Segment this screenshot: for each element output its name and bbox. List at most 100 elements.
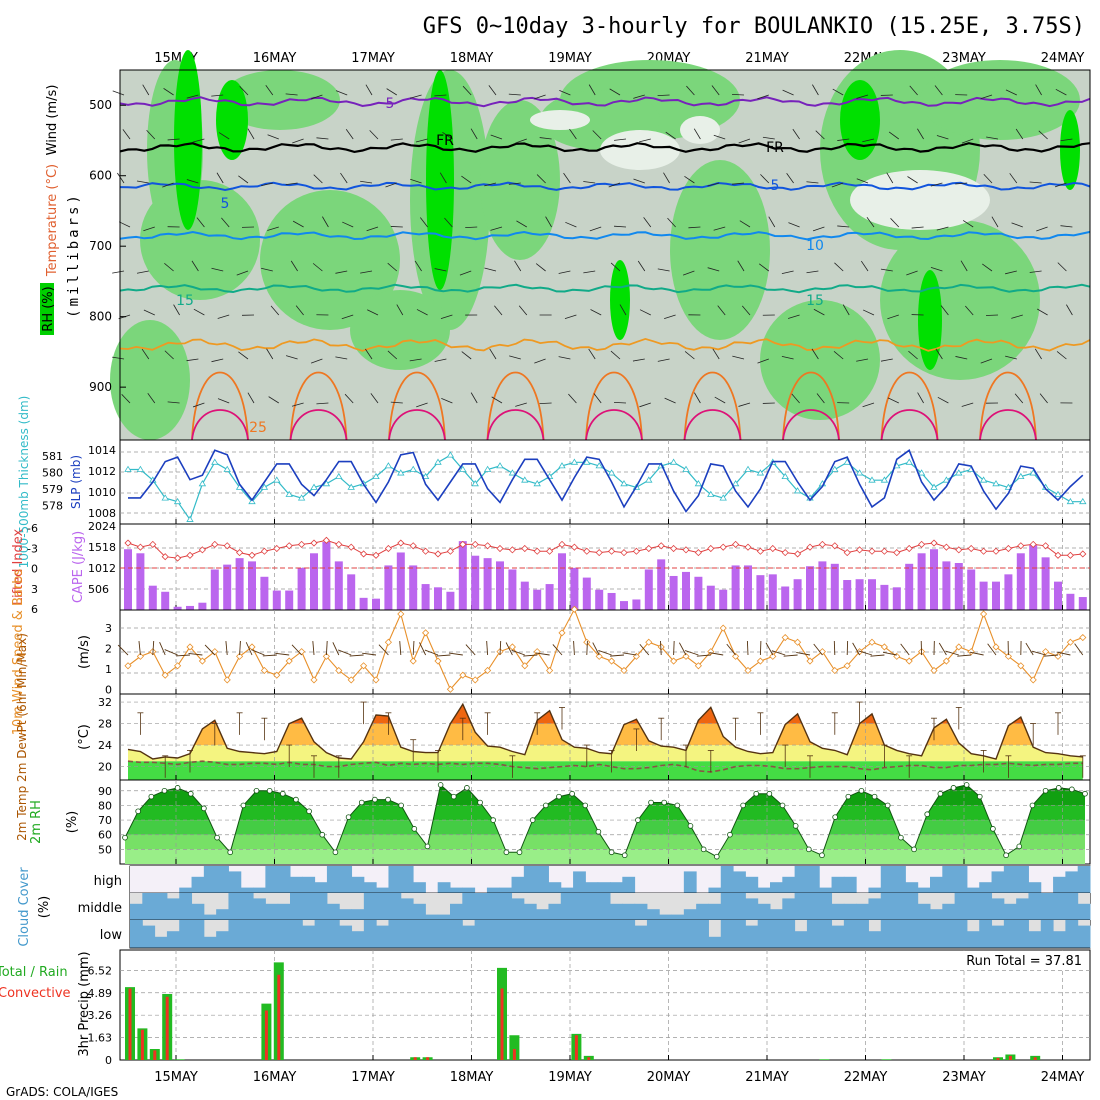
wind-barb <box>937 396 949 404</box>
wind-barb-10m <box>399 641 402 656</box>
thickness-line-point <box>694 480 703 487</box>
wind-barb <box>385 182 397 188</box>
wind-barb <box>1038 130 1048 140</box>
wind-barb <box>290 260 298 272</box>
cloud-bar <box>757 920 771 948</box>
precip-conv-bar <box>264 1010 268 1060</box>
wind-barb <box>791 393 800 404</box>
wind-barb <box>164 263 174 272</box>
cloud-bar <box>1040 920 1054 948</box>
cloud-panel: high middle low Cloud Cover (%) <box>17 865 1091 949</box>
lifted-index-line-point <box>360 550 368 558</box>
wind-barb <box>559 90 571 96</box>
lifted-index-line-point <box>719 543 727 551</box>
wind-barb-10m <box>771 650 786 656</box>
wind-barb-10m <box>535 652 550 656</box>
wind-barb <box>960 260 968 272</box>
cloud-bar <box>326 903 340 920</box>
rh-point <box>753 790 760 797</box>
pressure-tick-label: 600 <box>89 169 112 183</box>
wind-barb <box>643 217 652 228</box>
cape-bar <box>483 558 492 610</box>
wind-barb <box>788 314 800 319</box>
rh-point <box>806 846 812 853</box>
cloud-bar <box>646 909 660 920</box>
rh-point <box>635 817 641 823</box>
wind-barb <box>268 396 280 404</box>
thickness-line-point <box>744 465 752 472</box>
contour-25-arch <box>683 371 742 441</box>
wind-barb <box>465 226 478 229</box>
thickness-line-point <box>223 465 231 472</box>
cape-bar <box>558 553 566 610</box>
wind-barb <box>484 182 497 187</box>
wind-barb-10m <box>945 650 959 656</box>
lifted-index-line-point <box>744 543 752 551</box>
cloud-bar <box>893 920 906 948</box>
cloud-bar <box>437 882 451 893</box>
wind-barb <box>216 172 224 184</box>
thickness-line-point <box>459 465 467 472</box>
wind-barb-10m <box>660 640 662 656</box>
wind-barb <box>186 179 199 184</box>
wind-speed-line-point <box>992 643 1000 651</box>
wind-barb <box>614 138 627 141</box>
wind-barb <box>322 216 329 228</box>
wind-barb <box>1057 262 1067 272</box>
cloud-bar <box>733 871 746 893</box>
cloud-bar <box>388 893 402 920</box>
wind-barb <box>583 270 596 274</box>
rh-point <box>1016 843 1023 850</box>
wind-barb <box>192 138 205 143</box>
cloud-bar <box>376 893 389 920</box>
lifted-index-line-point <box>1079 550 1087 558</box>
cloud-bar <box>142 925 156 948</box>
contour-label: FR <box>436 133 454 149</box>
rh-point <box>700 846 707 853</box>
cape-bar <box>855 579 864 610</box>
rh-point <box>608 849 615 856</box>
cloud-bar <box>942 903 956 920</box>
cloud-bar <box>486 893 500 920</box>
cloud-bar <box>917 920 931 948</box>
wind-barb <box>862 138 875 143</box>
cape-bar <box>917 553 926 610</box>
wind-barb <box>758 263 770 272</box>
rh-point <box>332 849 339 856</box>
rh-point <box>122 834 128 841</box>
wind-barb-10m <box>969 651 984 656</box>
wind-barb <box>781 355 794 360</box>
wind-barb <box>917 392 924 404</box>
wind-barb <box>856 178 869 184</box>
wind-barb <box>760 174 770 184</box>
thickness-line-point <box>880 476 889 483</box>
wind-barb <box>788 222 800 228</box>
lifted-index-line-point <box>893 549 901 557</box>
precip-panel: 6.52 4.89 3.26 1.63 0 Total / Rain Convectiv… <box>0 949 1091 1067</box>
wind-barb <box>917 128 924 140</box>
thickness-line-point <box>347 483 355 490</box>
lifted-index-line-point <box>756 547 764 555</box>
lifted-index-line-point <box>905 544 913 553</box>
wind-speed-line-point <box>1079 633 1087 642</box>
wind-barb <box>387 262 398 272</box>
cloud-bar <box>413 903 426 920</box>
cape-bar <box>285 590 294 610</box>
lifted-index-line-point <box>632 547 640 555</box>
wind-barb-10m <box>362 652 377 656</box>
wind-barb <box>961 402 974 407</box>
wind-barb <box>657 268 670 272</box>
rh-point <box>845 793 852 800</box>
cloud-bar <box>302 893 316 920</box>
contour-30-arch <box>289 409 348 441</box>
cloud-bar <box>930 920 943 948</box>
wind-barb <box>907 176 918 184</box>
thickness-tick: 579 <box>42 483 63 496</box>
cloud-bar <box>314 920 328 948</box>
rh-region <box>110 320 190 440</box>
cape-bar <box>954 563 963 610</box>
credit: GrADS: COLA/IGES <box>6 1085 118 1099</box>
rh-region <box>880 220 1040 380</box>
wind-barb <box>816 393 825 404</box>
